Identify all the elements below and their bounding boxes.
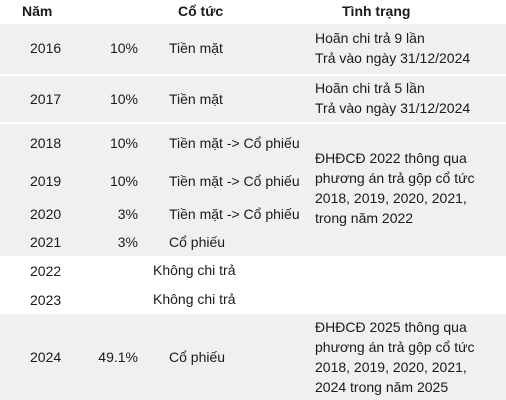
status-line: Trả vào ngày 31/12/2024 xyxy=(315,50,471,66)
year-cell: 2018 xyxy=(30,135,62,151)
year-cell: 2023 xyxy=(30,292,62,308)
header-year: Năm xyxy=(22,3,53,19)
type-cell: Tiền mặt -> Cổ phiếu xyxy=(169,135,300,151)
rate-cell: 3% xyxy=(117,206,138,222)
rate-cell: 10% xyxy=(109,135,138,151)
year-cell: 2024 xyxy=(30,349,62,365)
status-line: Hoãn chi trả 9 lần xyxy=(315,30,425,46)
type-cell: Tiền mặt xyxy=(169,40,223,56)
rate-cell: 3% xyxy=(117,234,138,250)
status-line: 2024 trong năm 2025 xyxy=(315,379,449,395)
status-line: 2018, 2019, 2020, 2021, xyxy=(315,190,467,206)
status-line: Trả vào ngày 31/12/2024 xyxy=(315,100,471,116)
row-band-group-2018-2021 xyxy=(0,124,506,256)
header-dividend: Cổ tức xyxy=(178,3,224,19)
status-line: phương án trả gộp cổ tức xyxy=(315,170,475,186)
type-cell: Cổ phiếu xyxy=(169,234,226,250)
rate-cell: 10% xyxy=(109,173,138,189)
status-line: ĐHĐCĐ 2025 thông qua xyxy=(315,319,467,335)
type-cell: Không chi trả xyxy=(153,291,236,307)
year-cell: 2017 xyxy=(30,91,62,107)
type-cell: Tiền mặt -> Cổ phiếu xyxy=(169,173,300,189)
type-cell: Cổ phiếu xyxy=(169,349,226,365)
status-line: 2018, 2019, 2020, 2021, xyxy=(315,359,467,375)
rate-cell: 49.1% xyxy=(98,349,138,365)
table-header: Năm Cổ tức Tình trạng xyxy=(0,0,506,24)
group-status-cell: ĐHĐCĐ 2022 thông qua phương án trả gộp c… xyxy=(315,148,474,228)
year-cell: 2022 xyxy=(30,263,62,279)
row-band-2016 xyxy=(0,24,506,74)
year-cell: 2020 xyxy=(30,206,62,222)
type-cell: Tiền mặt xyxy=(169,91,223,107)
type-cell: Không chi trả xyxy=(153,262,236,278)
year-cell: 2021 xyxy=(30,234,62,250)
header-status: Tình trạng xyxy=(342,3,411,19)
rate-cell: 10% xyxy=(109,91,138,107)
rate-cell: 10% xyxy=(109,40,138,56)
status-cell: Hoãn chi trả 9 lần Trả vào ngày 31/12/20… xyxy=(315,28,470,68)
status-line: ĐHĐCĐ 2022 thông qua xyxy=(315,150,467,166)
row-band-2017 xyxy=(0,76,506,122)
status-cell: Hoãn chi trả 5 lần Trả vào ngày 31/12/20… xyxy=(315,78,470,118)
year-cell: 2016 xyxy=(30,40,62,56)
year-cell: 2019 xyxy=(30,173,62,189)
status-cell: ĐHĐCĐ 2025 thông qua phương án trả gộp c… xyxy=(315,317,474,397)
status-line: trong năm 2022 xyxy=(315,210,414,226)
status-line: phương án trả gộp cổ tức xyxy=(315,339,475,355)
status-line: Hoãn chi trả 5 lần xyxy=(315,80,425,96)
type-cell: Tiền mặt -> Cổ phiếu xyxy=(169,206,300,222)
row-band-2024 xyxy=(0,314,506,400)
